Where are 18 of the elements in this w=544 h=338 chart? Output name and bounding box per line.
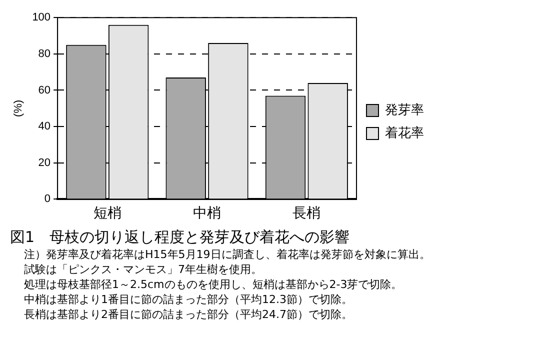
y-tick-label: 40: [38, 120, 51, 133]
text: 中梢は基部より1番目に節の詰まった部分（平均12.3節）で切除。: [24, 292, 354, 307]
x-tick-label: 短梢: [93, 204, 122, 220]
y-axis-title: (%): [12, 100, 25, 117]
y-tick-label: 100: [32, 12, 51, 24]
legend-label: 着花率: [385, 125, 424, 140]
text: 図1 母枝の切り返し程度と発芽及び着花への影響: [10, 228, 351, 247]
text: 試験は「ピンクス・マンモス」7年生樹を使用。: [24, 262, 263, 277]
legend-label: 発芽率: [385, 102, 424, 118]
text: 注）発芽率及び着花率はH15年5月19日に調査し、着花率は発芽節を対象に算出。: [24, 247, 432, 262]
y-tick-label: 60: [38, 84, 51, 96]
y-tick-label: 20: [38, 156, 51, 169]
y-tick-label: 80: [38, 48, 51, 60]
x-tick-label: 長梢: [292, 204, 321, 220]
text: 長梢は基部より2番目に節の詰まった部分（平均24.7節）で切除。: [24, 307, 354, 322]
y-tick-label: 0: [44, 193, 51, 206]
text: 処理は母枝基部径1～2.5cmのものを使用し、短梢は基部から2-3芽で切除。: [24, 277, 404, 292]
x-tick-label: 中梢: [193, 204, 222, 220]
